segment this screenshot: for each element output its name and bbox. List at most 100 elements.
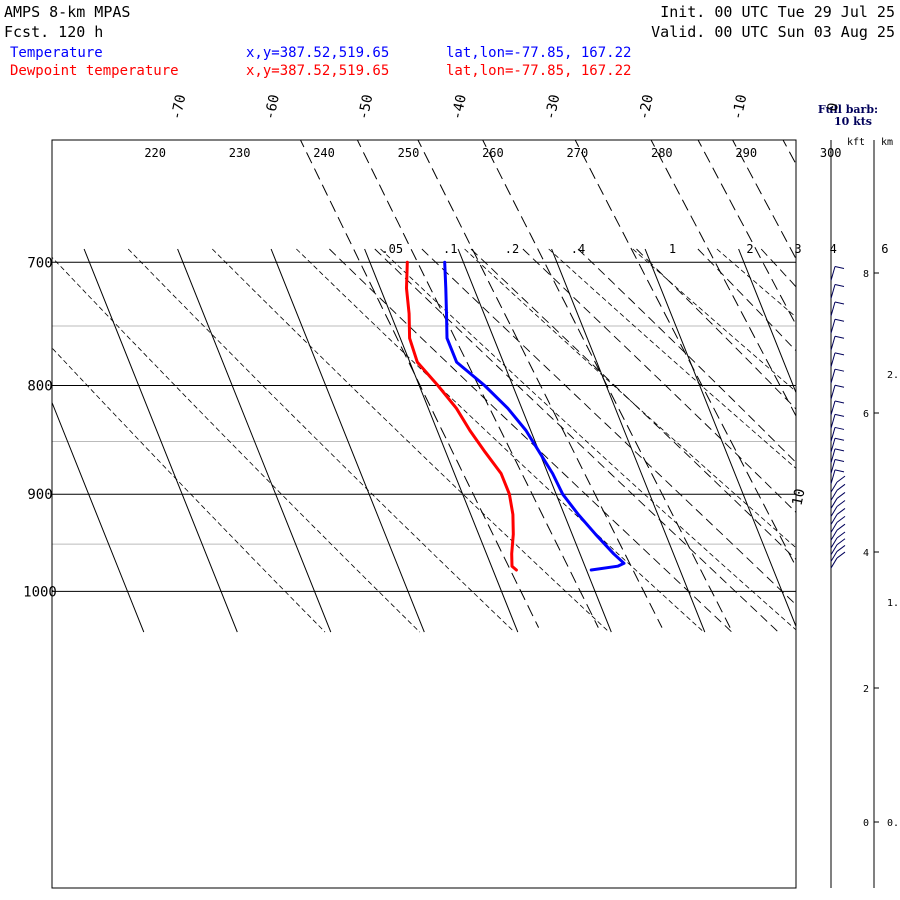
dry-adiabat: [464, 248, 796, 549]
mixing-ratio-label: 3: [794, 242, 801, 256]
dry-adiabat: [632, 248, 796, 393]
temperature-tick-label: 10: [790, 487, 809, 507]
wind-barb-flag: [836, 551, 846, 559]
height-km-label: 1.: [887, 598, 899, 609]
temperature-tick-label: -10: [730, 93, 751, 121]
wind-barb-flag: [836, 500, 846, 507]
wind-barb: [830, 529, 838, 541]
wind-barb: [830, 544, 838, 555]
wind-barb-flag: [836, 538, 846, 546]
mixing-ratio-line: [650, 140, 796, 417]
wind-barb-flag: [834, 368, 845, 372]
dry-adiabat-label: 270: [567, 146, 589, 160]
mixing-ratio-line: [417, 140, 663, 628]
temperature-tick-label: -30: [543, 93, 564, 121]
wind-barb-flag: [834, 301, 845, 305]
pressure-tick-label: 800: [27, 379, 52, 395]
mixing-ratio-label: .05: [381, 242, 403, 256]
dewpoint-profile: [405, 260, 518, 572]
wind-barb: [830, 336, 836, 351]
legend-temperature-label: Temperature: [10, 45, 103, 61]
dry-adiabat: [52, 347, 326, 633]
wind-barb-flag: [836, 492, 846, 499]
legend-temperature-xy: x,y=387.52,519.65: [246, 45, 389, 61]
wind-barb-flag: [836, 483, 846, 491]
temperature-tick-label: -60: [262, 93, 283, 121]
wind-barb-flag: [836, 545, 846, 552]
wind-barb-flag: [834, 400, 845, 404]
wind-barb-flag: [836, 515, 846, 523]
dry-adiabat: [548, 248, 796, 469]
axis-labels: 700 800 900 1000 -70 -60 -50 -40 -30 -20 -10 0 10 220…: [23, 93, 888, 600]
isotherm: [644, 248, 796, 628]
wind-barb: [830, 284, 836, 299]
height-kft-label: 0: [863, 818, 869, 829]
isotherm: [738, 248, 796, 394]
wind-barb-flag: [834, 283, 845, 287]
wind-barb-flag: [834, 426, 845, 430]
init-time: Init. 00 UTC Tue 29 Jul 25: [660, 3, 895, 21]
wind-barb: [830, 498, 838, 509]
legend-dewpoint-latlon: lat,lon=-77.85, 167.22: [446, 63, 631, 79]
isotherm: [364, 248, 519, 633]
dry-adiabat: [380, 248, 796, 631]
plot-frame: [51, 139, 797, 889]
moist-adiabat: [825, 249, 900, 632]
mixing-ratio-line: [482, 140, 731, 628]
isotherm: [52, 401, 145, 633]
wind-barb-flag: [834, 352, 845, 356]
isotherm: [177, 248, 332, 633]
dry-adiabat: [885, 249, 900, 632]
wind-barb: [830, 469, 836, 485]
wind-barb: [830, 266, 836, 281]
dry-adiabat-label: 220: [144, 146, 166, 160]
mixing-ratio-line: [574, 140, 796, 568]
mixing-ratio-label: .4: [571, 242, 585, 256]
wind-barb-flag: [834, 469, 845, 473]
barb-legend-value: 10 kts: [834, 115, 872, 128]
model-title: AMPS 8-km MPAS: [4, 3, 130, 21]
wind-barb-flag: [834, 318, 845, 322]
height-kft-label: 8: [863, 269, 869, 280]
moist-adiabat: [374, 248, 779, 633]
temperature-tick-label: -50: [356, 93, 377, 121]
pressure-tick-label: 700: [27, 255, 52, 271]
temperature-profile: [443, 260, 626, 572]
wind-barb-flag: [834, 437, 845, 441]
temperature-tick-label: -70: [169, 93, 190, 121]
wind-barb: [830, 385, 836, 400]
wind-barb-flag: [834, 458, 845, 462]
wind-barb: [830, 506, 838, 517]
mixing-ratio-line: [299, 140, 540, 628]
mixing-ratio-line: [782, 140, 796, 166]
plot-area: [0, 140, 900, 633]
dry-adiabat: [212, 248, 610, 633]
moist-adiabat: [329, 248, 733, 633]
dry-adiabat-label: 260: [482, 146, 504, 160]
legend-dewpoint-xy: x,y=387.52,519.65: [246, 63, 389, 79]
wind-barb: [830, 537, 838, 549]
wind-barb: [830, 481, 838, 493]
wind-barb: [830, 522, 838, 533]
wind-barb: [830, 490, 838, 501]
wind-barb: [830, 301, 836, 317]
wind-barb-flag: [834, 413, 845, 417]
wind-barb: [830, 400, 836, 416]
isotherm: [0, 249, 50, 632]
moist-adiabat: [636, 248, 796, 410]
pressure-tick-label: 900: [27, 487, 52, 503]
moist-adiabat: [697, 248, 796, 352]
wind-barb: [830, 319, 836, 334]
dry-adiabat: [52, 256, 420, 633]
dry-adiabat: [716, 248, 796, 318]
dry-adiabat-label: 250: [398, 146, 420, 160]
isotherm: [270, 248, 425, 633]
wind-barb: [830, 414, 836, 429]
height-km-label: 0.: [887, 818, 899, 829]
wind-barb-flag: [836, 531, 846, 539]
temperature-tick-label: -20: [636, 93, 657, 121]
mixing-ratio-label: 2: [746, 242, 753, 256]
height-km-label: 2.: [887, 370, 899, 381]
mixing-ratio-label: .2: [505, 242, 519, 256]
